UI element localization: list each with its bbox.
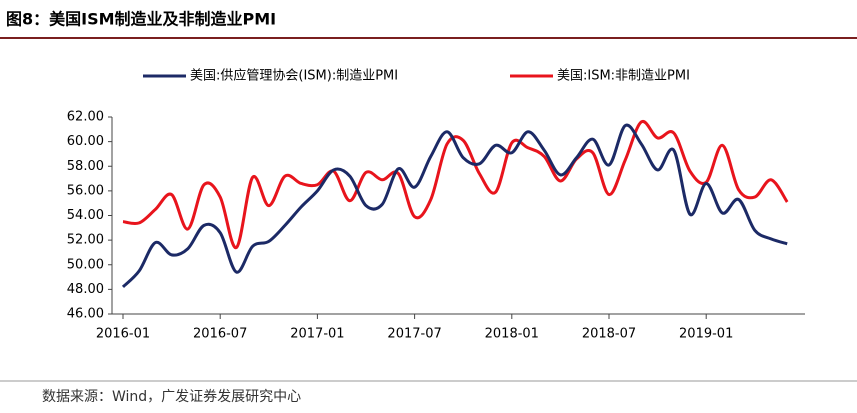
x-tick-label: 2018-07: [582, 327, 636, 342]
x-tick-label: 2016-01: [96, 327, 150, 342]
y-tick-label: 54.00: [67, 208, 104, 223]
y-tick-label: 60.00: [67, 134, 104, 149]
y-tick-label: 52.00: [67, 233, 104, 248]
x-tick-label: 2019-01: [679, 327, 733, 342]
y-tick-label: 62.00: [67, 110, 104, 125]
series-line: [121, 123, 788, 289]
y-tick-label: 58.00: [67, 159, 104, 174]
y-tick-label: 48.00: [67, 282, 104, 297]
legend-label: 美国:供应管理协会(ISM):制造业PMI: [190, 68, 398, 84]
x-tick-label: 2016-07: [193, 327, 247, 342]
x-tick-label: 2017-01: [290, 327, 344, 342]
series-line: [122, 119, 789, 250]
x-tick-label: 2017-07: [387, 327, 441, 342]
x-tick-label: 2018-01: [485, 327, 539, 342]
chart-title: 图8：美国ISM制造业及非制造业PMI: [6, 10, 276, 29]
y-tick-label: 46.00: [67, 307, 104, 322]
legend-label: 美国:ISM:非制造业PMI: [557, 69, 690, 84]
y-tick-label: 50.00: [67, 257, 104, 272]
source: 数据来源：Wind，广发证券发展研究中心: [42, 389, 301, 405]
y-tick-label: 56.00: [67, 183, 104, 198]
